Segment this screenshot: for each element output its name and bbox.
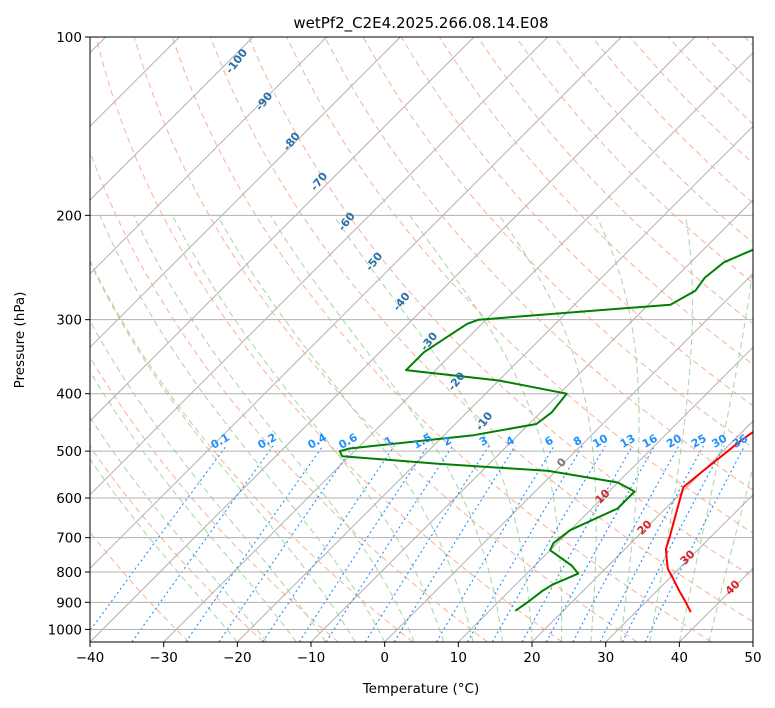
- moist-adiabat-line: [90, 260, 356, 642]
- moist-adiabat-line: [99, 215, 386, 642]
- x-tick-label: 10: [450, 650, 467, 666]
- x-tick-label: −30: [149, 650, 178, 666]
- plot-frame: [89, 36, 754, 643]
- isotherm-line: [384, 272, 753, 642]
- plot-area: [90, 37, 753, 642]
- x-axis-ticks: −40 −30 −20 −10 0 10 20 30 40 50: [76, 642, 762, 666]
- y-axis-ticks: 100 200 300 400 500 600 700 800 900 1000: [48, 30, 90, 638]
- mixing-ratio-line: [545, 445, 656, 642]
- isotherm-line: [90, 37, 254, 201]
- moist-adiabat-line: [133, 215, 415, 642]
- moist-adiabat-line: [90, 458, 238, 642]
- isotherm-line: [90, 37, 696, 642]
- mixing-ratio-line: [131, 445, 274, 642]
- y-tick-label: 800: [56, 565, 82, 581]
- isotherm-line: [605, 493, 753, 642]
- y-tick-label: 700: [56, 531, 82, 547]
- dry-adiabat-line: [90, 356, 339, 642]
- x-axis-label: Temperature (°C): [362, 681, 480, 697]
- x-tick-label: −40: [76, 650, 105, 666]
- dry-adiabat-line: [90, 150, 488, 642]
- moist-adiabat-line: [269, 215, 504, 642]
- y-tick-label: 1000: [48, 622, 82, 638]
- moist-adiabat-line: [172, 215, 445, 642]
- isotherm-line: [531, 420, 753, 642]
- dry-adiabat-line: [209, 37, 753, 623]
- mixing-ratio-line: [572, 445, 680, 642]
- x-tick-label: 0: [380, 650, 389, 666]
- x-tick-label: 40: [671, 650, 688, 666]
- temperature-line: [665, 430, 753, 613]
- x-tick-label: 50: [744, 650, 761, 666]
- dry-adiabat-line: [90, 259, 414, 642]
- isotherm-line: [90, 37, 622, 570]
- isotherm-line: [163, 51, 753, 642]
- moist-adiabat-line: [216, 215, 474, 642]
- mixing-ratio-line: [621, 445, 725, 642]
- x-tick-label: 30: [597, 650, 614, 666]
- x-tick-label: −10: [297, 650, 326, 666]
- mixing-ratio-line: [491, 445, 606, 642]
- mixing-ratio-line: [218, 445, 355, 642]
- isotherm-line: [457, 346, 753, 642]
- isotherm-line: [90, 37, 328, 275]
- mixing-ratio-line: [435, 445, 555, 642]
- dry-adiabat-line: [171, 37, 712, 642]
- moist-adiabat-line: [498, 214, 597, 642]
- background-lines: [90, 37, 753, 642]
- y-tick-label: 200: [56, 208, 82, 224]
- dry-adiabat-line: [438, 37, 753, 366]
- moist-adiabat-line: [90, 319, 327, 642]
- dewpoint-line: [338, 248, 753, 612]
- dry-adiabat-line: [133, 37, 638, 642]
- mixing-ratio-line: [644, 445, 746, 642]
- mixing-ratio-line: [599, 445, 704, 642]
- y-tick-label: 600: [56, 491, 82, 507]
- isotherm-line: [90, 37, 401, 349]
- isotherm-line: [90, 37, 549, 496]
- moist-adiabat-line: [678, 263, 753, 642]
- x-tick-label: 20: [523, 650, 540, 666]
- dry-adiabat-line: [515, 37, 753, 284]
- moist-adiabat-line: [409, 214, 563, 642]
- y-tick-label: 500: [56, 444, 82, 460]
- isotherm-line: [236, 125, 753, 642]
- y-tick-label: 100: [56, 30, 82, 46]
- y-axis-label: Pressure (hPa): [12, 292, 28, 389]
- y-tick-label: 300: [56, 313, 82, 329]
- dry-adiabat-line: [477, 37, 753, 325]
- profile-lines: [338, 248, 753, 613]
- mixing-ratio-line: [467, 445, 584, 642]
- moist-adiabat-line: [90, 416, 268, 642]
- mixing-ratio-line: [298, 445, 429, 642]
- chart-title: wetPf2_C2E4.2025.266.08.14.E08: [293, 14, 548, 33]
- dry-adiabat-line: [90, 445, 264, 642]
- moist-adiabat-line: [595, 215, 640, 642]
- y-tick-label: 400: [56, 387, 82, 403]
- moist-adiabat-line: [90, 370, 297, 642]
- moist-adiabat-line: [649, 215, 694, 642]
- y-tick-label: 900: [56, 595, 82, 611]
- dry-adiabat-line: [95, 37, 563, 642]
- moist-adiabat-line: [333, 214, 533, 642]
- dry-adiabat-line: [400, 37, 753, 407]
- x-tick-label: −20: [223, 650, 252, 666]
- isotherm-line: [90, 37, 475, 422]
- mixing-ratio-line: [262, 445, 395, 642]
- pressure-gridlines: [90, 37, 753, 630]
